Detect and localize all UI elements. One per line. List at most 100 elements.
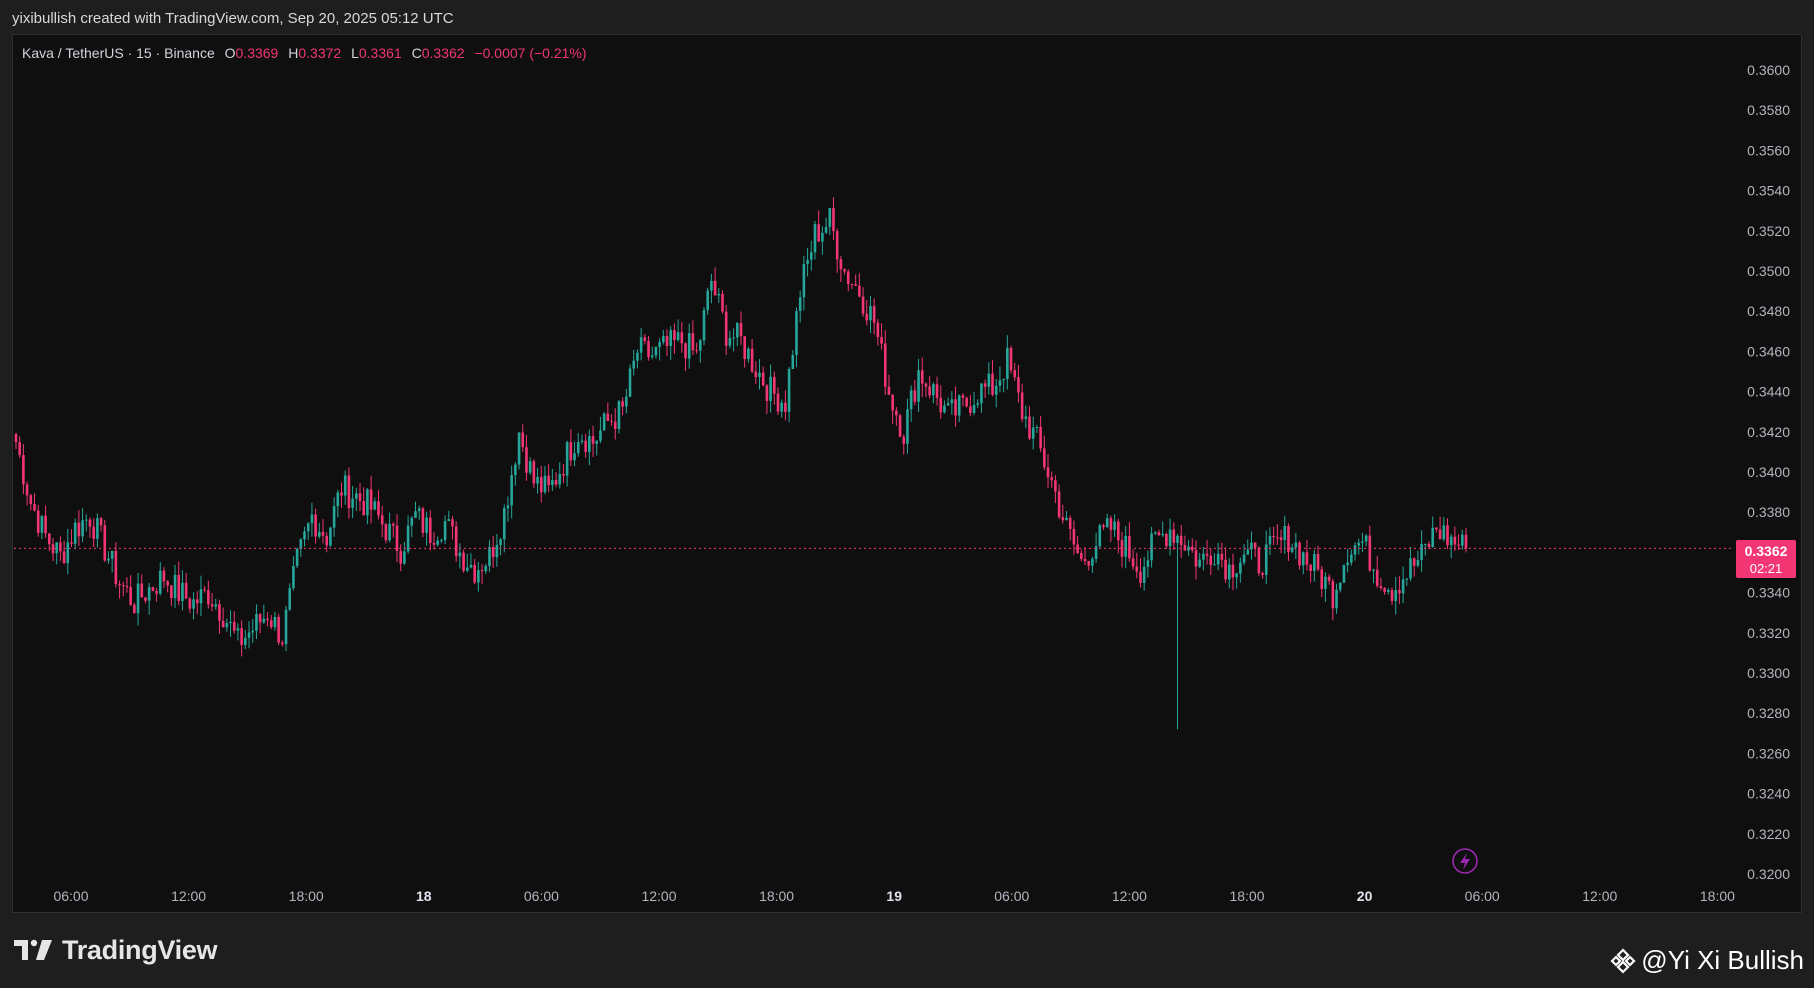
candle-body [761, 372, 765, 386]
candle-body [1161, 534, 1164, 536]
candle-body [717, 293, 721, 296]
candle-body [1209, 555, 1213, 565]
candle-body [1153, 532, 1157, 534]
candle-body [835, 231, 839, 260]
candle-body [1290, 547, 1294, 552]
candle-body [421, 508, 425, 533]
candle-body [1268, 535, 1272, 545]
candle-body [218, 604, 221, 621]
candle-body [743, 336, 746, 360]
candle-body [351, 498, 354, 508]
candle-body [151, 587, 155, 592]
candle-body [155, 591, 158, 594]
candle-body [850, 284, 854, 286]
candle-body [44, 515, 47, 534]
candle-body [565, 442, 569, 476]
candle-body [140, 583, 144, 598]
candle-body [1375, 569, 1379, 586]
x-tick-label: 12:00 [641, 888, 676, 904]
chart-pane[interactable] [12, 34, 1802, 913]
candle-body [1135, 566, 1139, 572]
candle-body [269, 620, 273, 628]
candle-body [266, 618, 269, 621]
candle-body [1409, 558, 1412, 579]
candle-body [1272, 535, 1275, 538]
y-tick-label: 0.3580 [1747, 102, 1790, 118]
candle-body [606, 413, 610, 421]
open-label: O [224, 45, 236, 61]
candle-body [636, 352, 639, 361]
candle-body [510, 475, 513, 506]
brand-name: TradingView [62, 934, 218, 965]
candle-body [824, 226, 828, 233]
candle-body [1013, 370, 1017, 378]
y-tick-label: 0.3240 [1747, 786, 1790, 802]
x-tick-label: 18 [416, 888, 432, 904]
candle-body [473, 564, 476, 583]
candle-body [1043, 448, 1046, 468]
candle-body [787, 368, 791, 412]
candle-body [895, 410, 898, 416]
candle-body [451, 519, 454, 527]
candle-body [1105, 518, 1109, 528]
candle-body [1239, 562, 1242, 574]
lightning-icon[interactable] [1452, 848, 1478, 874]
candle-body [1035, 427, 1039, 429]
candle-body [1416, 559, 1420, 566]
candle-body [1128, 535, 1131, 559]
candle-body [525, 447, 528, 473]
candle-body [1368, 535, 1372, 571]
candle-body [532, 461, 536, 484]
candle-body [1372, 569, 1375, 571]
candle-body [843, 269, 846, 272]
candle-body [1424, 543, 1427, 545]
y-tick-label: 0.3260 [1747, 745, 1790, 761]
candle-body [1427, 543, 1431, 547]
candle-body [898, 415, 902, 437]
candle-body [1124, 535, 1127, 557]
candle-body [769, 376, 772, 401]
candle-body [55, 542, 58, 554]
price-axis: 0.3600 0.3580 0.3560 0.3540 0.3520 0.3500 0.34… [1747, 62, 1790, 882]
candle-body [617, 401, 621, 429]
candle-body [118, 584, 121, 586]
candle-body [1309, 564, 1312, 571]
candle-body [440, 540, 443, 542]
candle-body [158, 570, 162, 594]
candle-body [1076, 544, 1079, 554]
candle-body [1346, 562, 1349, 566]
y-tick-label: 0.3540 [1747, 183, 1790, 199]
candle-body [913, 390, 917, 402]
y-tick-label: 0.3480 [1747, 303, 1790, 319]
candle-body [1080, 553, 1083, 559]
x-tick-label: 12:00 [171, 888, 206, 904]
candles-layer [14, 197, 1468, 730]
candle-body [647, 340, 650, 358]
candle-body [883, 343, 887, 387]
candle-body [1113, 521, 1116, 530]
candle-body [784, 402, 787, 412]
author-signature: @Yi Xi Bullish [1609, 945, 1804, 976]
candle-body [935, 384, 939, 398]
candle-body [747, 348, 750, 360]
candle-body [1205, 553, 1209, 556]
candle-body [813, 224, 817, 253]
candle-body [373, 501, 377, 510]
symbol-name[interactable]: Kava / TetherUS · 15 · Binance [22, 45, 215, 61]
candle-body [388, 523, 391, 541]
candle-body [1179, 535, 1183, 545]
candle-body [432, 542, 436, 545]
candle-body [465, 567, 469, 571]
candle-body [928, 386, 931, 396]
tradingview-logo[interactable]: TradingView [14, 934, 218, 966]
candle-body [1120, 540, 1124, 557]
x-tick-label: 12:00 [1582, 888, 1617, 904]
candle-body [1006, 347, 1009, 379]
candle-body [395, 525, 399, 551]
low-value: 0.3361 [358, 45, 402, 61]
candle-body [173, 574, 177, 599]
candle-body [244, 637, 247, 645]
candle-body [214, 604, 218, 607]
candle-body [299, 539, 303, 549]
